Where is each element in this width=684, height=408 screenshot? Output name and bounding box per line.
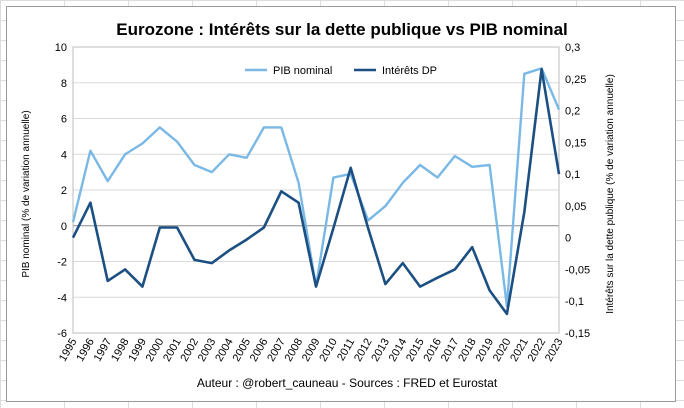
y2-tick-label: 0,05 — [565, 201, 586, 213]
legend-label: PIB nominal — [273, 65, 332, 77]
y2-axis-title: Intérêts sur la dette publique (% de var… — [605, 74, 616, 314]
y2-tick-label: 0,2 — [565, 106, 580, 118]
chart-svg: Eurozone : Intérêts sur la dette publiqu… — [21, 20, 616, 390]
x-tick-label: 2010 — [317, 337, 340, 364]
series-line-interets-dp — [71, 67, 561, 316]
x-tick-label: 2023 — [543, 337, 566, 364]
y2-tick-label: 0,15 — [565, 137, 586, 149]
y-tick-label: 8 — [61, 78, 67, 90]
y2-tick-label: 0,1 — [565, 169, 580, 181]
y2-tick-label: 0,25 — [565, 74, 586, 86]
y-tick-label: -2 — [57, 257, 67, 269]
y2-tick-label: -0,15 — [565, 328, 590, 340]
y-tick-label: 4 — [61, 149, 67, 161]
y-axis-title: PIB nominal (% de variation annuelle) — [21, 110, 32, 277]
chart-frame: Eurozone : Intérêts sur la dette publiqu… — [6, 6, 676, 402]
y-tick-label: 10 — [55, 42, 67, 54]
y2-tick-label: 0,3 — [565, 42, 580, 54]
y-tick-label: 2 — [61, 185, 67, 197]
plot-area — [72, 46, 560, 334]
legend: PIB nominal Intérêts DP — [245, 65, 437, 77]
y2-tick-label: -0,05 — [565, 264, 590, 276]
series-layer — [71, 67, 561, 316]
y2-tick-label: 0 — [565, 233, 571, 245]
legend-label: Intérêts DP — [382, 65, 437, 77]
y-tick-label: -6 — [57, 328, 67, 340]
y-tick-label: 6 — [61, 114, 67, 126]
axis-layer: 10 8 6 4 2 0 -2 -4 -6 0,3 0,25 0,2 0,15 0,1 0,05 0 -0,05… — [55, 42, 590, 364]
grid-layer — [72, 46, 560, 334]
y2-tick-label: -0,1 — [565, 296, 584, 308]
y-tick-label: -4 — [57, 292, 67, 304]
chart-footer: Auteur : @robert_cauneau - Sources : FRE… — [197, 376, 498, 390]
y-tick-label: 0 — [61, 221, 67, 233]
chart-title: Eurozone : Intérêts sur la dette publiqu… — [116, 20, 568, 39]
